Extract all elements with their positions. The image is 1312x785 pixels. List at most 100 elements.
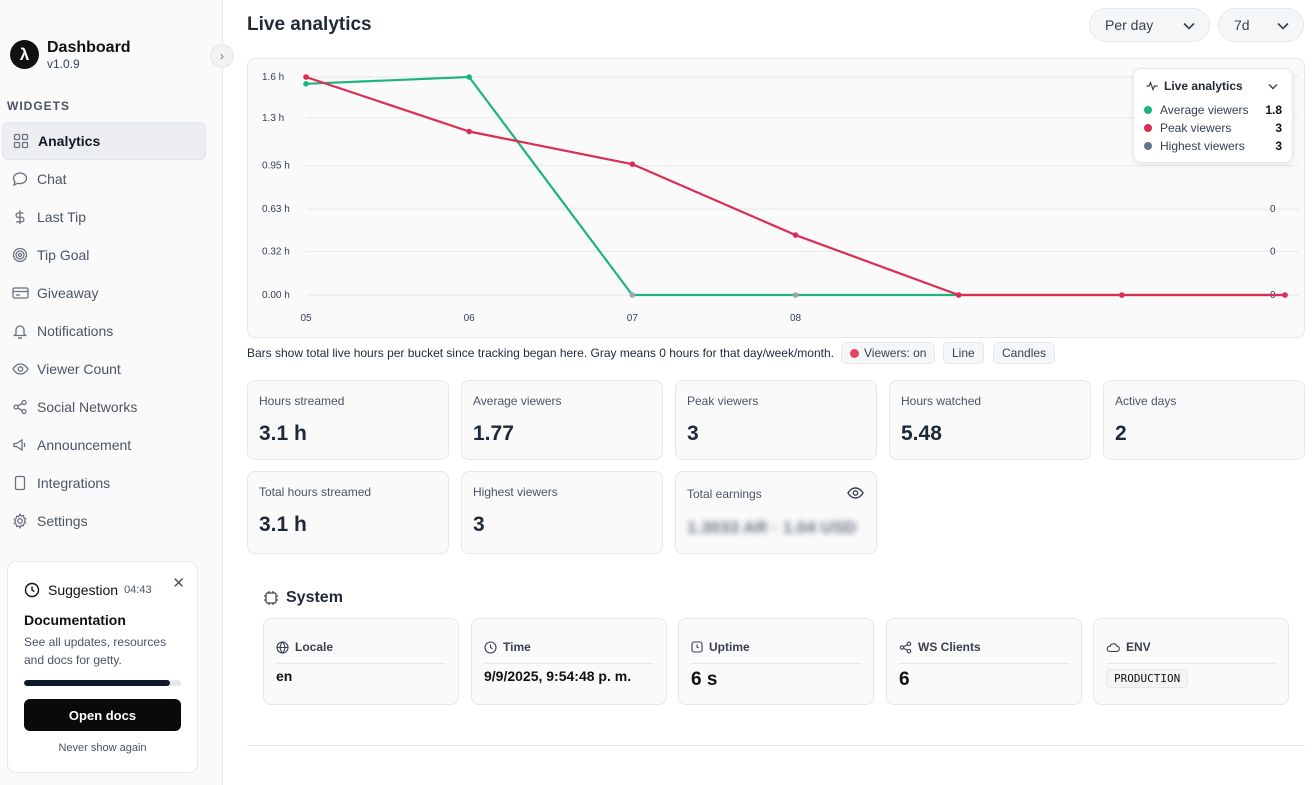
sidebar-item-label: Chat xyxy=(37,171,67,187)
dollar-icon xyxy=(11,208,29,226)
sidebar-item-label: Notifications xyxy=(37,323,114,339)
chevron-down-icon[interactable] xyxy=(1268,81,1278,93)
sidebar-item-label: Announcement xyxy=(37,437,132,453)
never-show-again-link[interactable]: Never show again xyxy=(58,742,147,754)
brand[interactable]: λ Dashboard v1.0.9 xyxy=(10,38,131,71)
chart-note: Bars show total live hours per bucket si… xyxy=(247,346,834,360)
legend-item-average-viewers: Average viewers 1.8 xyxy=(1144,102,1282,118)
suggestion-title: Documentation xyxy=(24,612,126,628)
stat-total-earnings: Total earnings 1.3033 AR · 1.04 USD xyxy=(675,471,877,554)
card-head: WS Clients xyxy=(899,640,981,654)
stat-label: Total hours streamed xyxy=(259,485,372,499)
stat-hours-streamed: Hours streamed 3.1 h xyxy=(247,380,449,460)
card-value: 9/9/2025, 9:54:48 p. m. xyxy=(484,668,632,684)
sidebar-item-label: Giveaway xyxy=(37,285,99,301)
viewers-toggle[interactable]: Viewers: on xyxy=(841,342,936,364)
widgets-section-label: WIDGETS xyxy=(7,99,70,113)
card-divider xyxy=(276,663,446,664)
sidebar-item-notifications[interactable]: Notifications xyxy=(0,312,223,350)
footer-divider xyxy=(247,745,1305,746)
candles-toggle[interactable]: Candles xyxy=(993,342,1056,364)
range-select[interactable]: 7d xyxy=(1218,8,1304,42)
open-docs-button[interactable]: Open docs xyxy=(24,699,181,731)
viewers-dot-icon xyxy=(850,348,859,358)
stat-total-hours-streamed: Total hours streamed 3.1 h xyxy=(247,471,449,554)
data-point-peak-viewers xyxy=(1119,292,1125,298)
sidebar-item-last-tip[interactable]: Last Tip xyxy=(0,198,223,236)
y-tick-label: 0.63 h xyxy=(262,204,290,215)
sidebar-item-viewer-count[interactable]: Viewer Count xyxy=(0,350,223,388)
sidebar-item-chat[interactable]: Chat xyxy=(0,160,223,198)
collapse-sidebar-button[interactable]: › xyxy=(210,44,234,68)
grid-icon xyxy=(12,132,30,150)
chart-legend[interactable]: Live analytics Average viewers 1.8 Peak … xyxy=(1133,68,1293,163)
card-divider xyxy=(1106,663,1276,664)
stat-value: 5.48 xyxy=(901,422,942,445)
stat-highest-viewers: Highest viewers 3 xyxy=(461,471,663,554)
stat-active-days: Active days 2 xyxy=(1103,380,1305,460)
env-badge: PRODUCTION xyxy=(1106,669,1189,688)
stat-label: Peak viewers xyxy=(687,394,759,408)
x-tick-label: 08 xyxy=(790,313,802,324)
eye-icon[interactable] xyxy=(847,486,864,504)
data-point-average-viewers xyxy=(466,74,472,80)
y-tick-label: 0.00 h xyxy=(262,290,290,301)
close-icon[interactable]: ✕ xyxy=(172,575,185,592)
stat-label: Hours watched xyxy=(901,394,982,408)
bell-icon xyxy=(11,322,29,340)
period-select[interactable]: Per day xyxy=(1089,8,1210,42)
stat-value: 1.77 xyxy=(473,422,514,445)
y2-tick-label: 0 xyxy=(1270,204,1276,215)
sidebar-item-analytics[interactable]: Analytics xyxy=(2,122,206,160)
legend-item-name: Peak viewers xyxy=(1160,121,1232,135)
card-divider xyxy=(484,663,654,664)
lambda-logo-icon: λ xyxy=(10,40,39,69)
data-point-average-viewers xyxy=(629,292,636,298)
brand-version: v1.0.9 xyxy=(47,57,80,71)
card-divider xyxy=(691,663,861,664)
share-icon xyxy=(899,641,912,654)
system-card-uptime: Uptime 6 s xyxy=(678,618,874,705)
plug-icon xyxy=(11,474,29,492)
legend-dot xyxy=(1144,106,1152,114)
legend-item-value: 3 xyxy=(1275,139,1282,153)
chevron-down-icon xyxy=(1277,17,1289,33)
system-section-title: System xyxy=(263,589,343,607)
card-label: Time xyxy=(503,640,531,654)
data-point-average-viewers xyxy=(792,292,799,298)
sidebar-item-announcement[interactable]: Announcement xyxy=(0,426,223,464)
sidebar-item-integrations[interactable]: Integrations xyxy=(0,464,223,502)
stat-value: 2 xyxy=(1115,422,1127,445)
page-title: Live analytics xyxy=(247,14,372,35)
sidebar-item-giveaway[interactable]: Giveaway xyxy=(0,274,223,312)
brand-name: Dashboard xyxy=(47,39,131,56)
card-value: 6 s xyxy=(691,669,718,690)
gear-icon xyxy=(11,512,29,530)
analytics-chart[interactable]: 0.00 h 0.32 h 0.63 h 0.95 h 1.3 h 1.6 h 0 0 0 05 0… xyxy=(247,58,1305,338)
eye-icon xyxy=(11,360,29,378)
data-point-peak-viewers xyxy=(1282,292,1288,298)
x-tick-label: 05 xyxy=(300,313,312,324)
legend-title: Live analytics xyxy=(1164,79,1243,93)
stat-value: 3.1 h xyxy=(259,513,307,536)
stat-average-viewers: Average viewers 1.77 xyxy=(461,380,663,460)
sidebar-item-social-networks[interactable]: Social Networks xyxy=(0,388,223,426)
range-select-value: 7d xyxy=(1234,17,1250,33)
legend-item-name: Average viewers xyxy=(1160,103,1249,117)
data-point-peak-viewers xyxy=(792,232,799,238)
legend-item-highest-viewers: Highest viewers 3 xyxy=(1144,138,1282,154)
card-label: ENV xyxy=(1126,640,1151,654)
system-card-time: Time 9/9/2025, 9:54:48 p. m. xyxy=(471,618,667,705)
target-icon xyxy=(11,246,29,264)
card-head: Time xyxy=(484,640,531,654)
period-select-value: Per day xyxy=(1105,17,1154,33)
legend-item-name: Highest viewers xyxy=(1160,139,1245,153)
line-toggle[interactable]: Line xyxy=(943,342,984,364)
card-value: en xyxy=(276,668,293,684)
sidebar-item-tip-goal[interactable]: Tip Goal xyxy=(0,236,223,274)
legend-item-value: 1.8 xyxy=(1265,103,1282,117)
y-tick-label: 1.6 h xyxy=(262,72,284,83)
sidebar-item-settings[interactable]: Settings xyxy=(0,502,223,540)
stat-value: 3.1 h xyxy=(259,422,307,445)
legend-item-value: 3 xyxy=(1275,121,1282,135)
